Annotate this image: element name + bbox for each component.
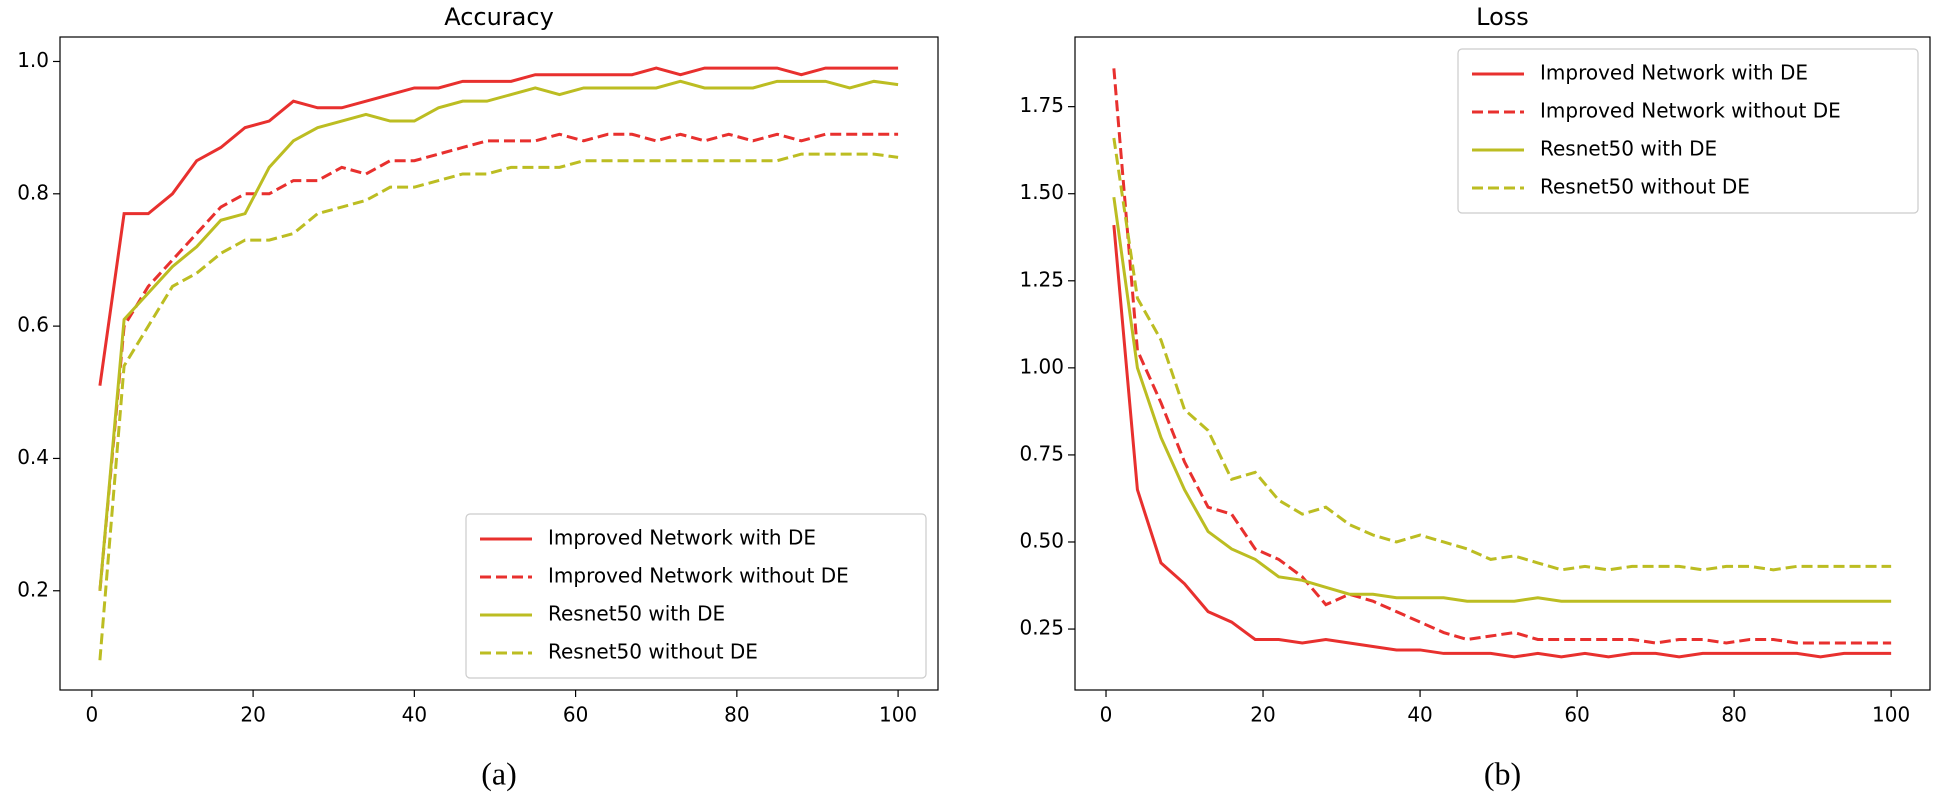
x-tick-label: 100: [879, 703, 917, 727]
legend-box: [1457, 48, 1919, 214]
legend-label: Improved Network without DE: [1540, 99, 1841, 123]
series-line: [1112, 68, 1892, 645]
x-tick-label: 0: [85, 703, 98, 727]
series-line: [1112, 224, 1892, 659]
legend-label: Resnet50 with DE: [1540, 137, 1717, 161]
series-line: [98, 132, 899, 591]
y-tick-label: 0.8: [17, 180, 49, 204]
legend-label: Improved Network without DE: [548, 564, 849, 588]
series-line: [98, 152, 899, 661]
chart-title: Accuracy: [444, 3, 554, 31]
x-tick-label: 40: [1407, 703, 1432, 727]
y-tick-label: 0.2: [17, 577, 49, 601]
legend-label: Improved Network with DE: [548, 526, 816, 550]
y-tick-label: 1.50: [1019, 180, 1064, 204]
caption: (b): [1484, 755, 1521, 791]
x-tick-label: 60: [1564, 703, 1589, 727]
y-tick-label: 1.00: [1019, 354, 1064, 378]
y-tick-label: 1.25: [1019, 267, 1064, 291]
y-tick-label: 0.25: [1019, 616, 1064, 640]
x-tick-label: 40: [402, 703, 427, 727]
series-line: [98, 66, 899, 386]
legend: Improved Network with DE Improved Network…: [465, 513, 927, 679]
series-line: [1112, 196, 1892, 603]
legend-label: Resnet50 without DE: [548, 640, 758, 664]
chart-title: Loss: [1476, 3, 1529, 31]
x-tick-label: 80: [724, 703, 749, 727]
y-tick-label: 1.0: [17, 48, 49, 72]
legend-label: Resnet50 without DE: [1540, 175, 1750, 199]
series-line: [98, 79, 899, 591]
x-tick-label: 100: [1872, 703, 1910, 727]
legend: Improved Network with DE Improved Network…: [1457, 48, 1919, 214]
axes-frame: [59, 36, 939, 691]
legend-label: Improved Network with DE: [1540, 61, 1808, 85]
x-tick-label: 0: [1100, 703, 1113, 727]
y-tick-label: 0.75: [1019, 441, 1064, 465]
y-tick-label: 0.4: [17, 445, 49, 469]
x-tick-label: 80: [1721, 703, 1746, 727]
legend-label: Resnet50 with DE: [548, 602, 725, 626]
y-tick-label: 0.50: [1019, 528, 1064, 552]
y-tick-label: 1.75: [1019, 93, 1064, 117]
x-tick-label: 20: [1250, 703, 1275, 727]
series-line: [1112, 137, 1892, 572]
legend-box: [465, 513, 927, 679]
axes-frame: [1074, 36, 1931, 691]
x-tick-label: 60: [563, 703, 588, 727]
caption: (a): [481, 755, 517, 791]
y-tick-label: 0.6: [17, 313, 49, 337]
x-tick-label: 20: [240, 703, 265, 727]
